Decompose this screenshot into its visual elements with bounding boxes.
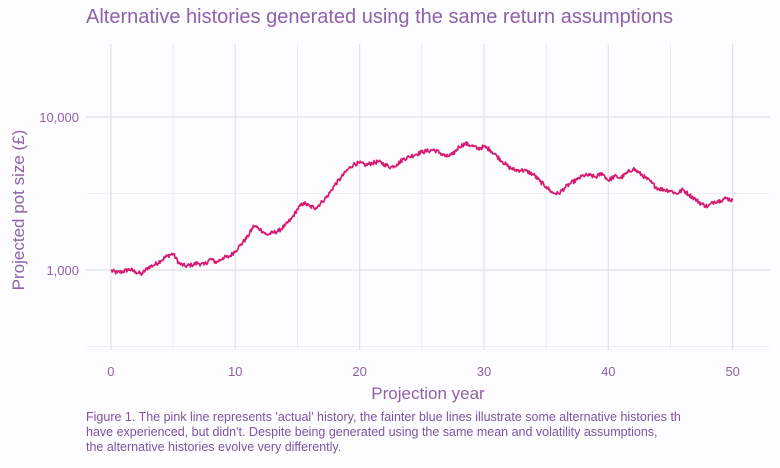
minor-gridlines [86, 44, 770, 350]
figure-caption: Figure 1. The pink line represents 'actu… [86, 410, 780, 455]
series-lines [110, 141, 734, 276]
major-gridlines [86, 44, 770, 350]
x-tick-label: 20 [352, 364, 366, 379]
x-tick-label: 40 [601, 364, 615, 379]
x-axis-title: Projection year [371, 384, 485, 403]
x-axis-ticks: 0 10 20 30 40 50 [107, 364, 740, 379]
caption-line-2: have experienced, but didn't. Despite be… [86, 425, 658, 439]
y-tick-label: 10,000 [39, 110, 79, 125]
series-line-actual-history [110, 141, 734, 276]
caption-line-3: the alternative histories evolve very di… [86, 440, 342, 454]
x-tick-label: 10 [228, 364, 242, 379]
caption-line-1: Figure 1. The pink line represents 'actu… [86, 410, 681, 424]
chart-title: Alternative histories generated using th… [86, 6, 673, 28]
x-tick-label: 50 [725, 364, 739, 379]
x-tick-label: 30 [477, 364, 491, 379]
y-axis-title: Projected pot size (£) [9, 130, 28, 291]
y-tick-label: 1,000 [46, 263, 79, 278]
y-axis-ticks: 1,000 10,000 [39, 110, 79, 278]
x-tick-label: 0 [107, 364, 114, 379]
